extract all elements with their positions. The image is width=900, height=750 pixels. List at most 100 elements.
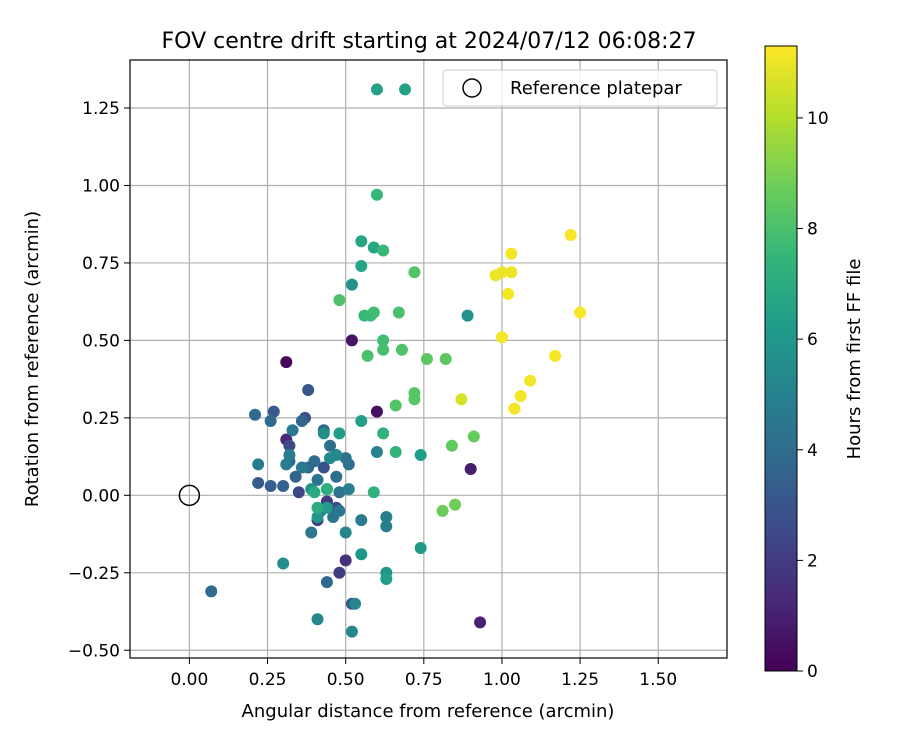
x-tick-label: 0.50	[327, 670, 365, 690]
data-point	[286, 424, 299, 437]
colorbar-gradient	[764, 45, 798, 672]
grid-lines	[130, 60, 727, 658]
data-point	[380, 511, 393, 524]
data-point	[455, 393, 468, 406]
legend-reference-icon	[462, 78, 482, 98]
data-point	[389, 445, 402, 458]
colorbar-tick-label: 10	[807, 109, 829, 129]
data-point	[474, 616, 487, 629]
data-point	[355, 235, 368, 248]
data-point	[564, 229, 577, 242]
colorbar-label: Hours from first FF file	[844, 259, 865, 460]
data-point	[342, 483, 355, 496]
data-point	[505, 247, 518, 260]
data-point	[280, 356, 293, 369]
data-point	[389, 399, 402, 412]
data-point	[277, 480, 290, 493]
data-point	[289, 470, 302, 483]
data-point	[355, 548, 368, 561]
data-point	[370, 445, 383, 458]
chart-title: FOV centre drift starting at 2024/07/12 …	[162, 29, 697, 54]
data-point	[205, 585, 218, 598]
data-point	[445, 439, 458, 452]
colorbar-ticks: 0 2 4 6 8 10	[797, 109, 829, 682]
colorbar-tick-label: 0	[807, 662, 818, 682]
plot-frame	[129, 59, 728, 659]
data-point	[320, 483, 333, 496]
data-point	[467, 430, 480, 443]
x-axis-ticks: 0.00 0.25 0.50 0.75 1.00 1.25 1.50	[170, 658, 677, 690]
reference-marker-group	[178, 484, 201, 507]
colorbar: 0 2 4 6 8 10 Hours from first FF file	[764, 45, 865, 682]
data-point	[574, 306, 587, 319]
data-point	[252, 458, 265, 471]
data-point	[355, 260, 368, 273]
legend-entry-label: Reference platepar	[510, 78, 682, 99]
data-point	[377, 334, 390, 347]
data-point	[311, 511, 324, 524]
y-tick-label: −0.50	[68, 641, 120, 661]
data-point	[249, 408, 262, 421]
data-point	[495, 266, 508, 279]
data-point	[399, 83, 412, 96]
data-point	[420, 353, 433, 365]
data-point	[449, 498, 462, 511]
y-axis-label: Rotation from reference (arcmin)	[22, 211, 43, 507]
x-tick-label: 0.25	[249, 670, 287, 690]
data-point	[377, 427, 390, 440]
colorbar-tick-label: 4	[807, 441, 818, 461]
y-tick-label: 0.50	[82, 331, 120, 351]
data-point	[367, 241, 380, 254]
data-point	[277, 557, 290, 570]
data-point	[292, 486, 305, 499]
data-point	[370, 188, 383, 201]
y-tick-label: 0.00	[82, 486, 120, 506]
data-point	[370, 83, 383, 96]
data-points	[205, 83, 587, 638]
data-point	[305, 526, 318, 539]
data-point	[414, 542, 427, 555]
data-point	[367, 486, 380, 499]
data-point	[380, 572, 393, 585]
data-point	[495, 331, 508, 344]
data-point	[505, 266, 518, 279]
data-point	[311, 501, 324, 514]
data-point	[333, 427, 346, 440]
data-point	[283, 439, 296, 452]
data-point	[333, 294, 346, 307]
data-point	[295, 414, 308, 427]
data-point	[345, 334, 358, 347]
data-point	[514, 390, 527, 403]
data-point	[377, 343, 390, 356]
data-point	[342, 458, 355, 471]
data-point	[280, 458, 293, 471]
data-point	[320, 501, 333, 514]
y-tick-label: 1.00	[82, 176, 120, 196]
data-point	[395, 343, 408, 356]
data-point	[264, 414, 277, 427]
data-point	[370, 405, 383, 418]
data-point	[436, 504, 449, 517]
colorbar-tick-label: 2	[807, 551, 818, 571]
x-axis-label: Angular distance from reference (arcmin)	[242, 701, 615, 722]
data-point	[295, 461, 308, 474]
data-point	[252, 476, 265, 489]
data-point	[361, 349, 374, 362]
data-point	[283, 449, 296, 462]
data-point	[367, 306, 380, 319]
data-point	[345, 278, 358, 291]
data-point	[324, 452, 337, 465]
data-point	[317, 427, 330, 440]
data-point	[355, 414, 368, 427]
y-axis-ticks: −0.50 −0.25 0.00 0.25 0.50 0.75 1.00 1.25	[68, 99, 130, 661]
data-point	[408, 266, 421, 279]
data-point	[333, 504, 346, 517]
data-point	[355, 514, 368, 527]
y-tick-label: −0.25	[68, 564, 120, 584]
data-point	[324, 439, 337, 452]
data-point	[333, 566, 346, 579]
legend: Reference platepar	[442, 69, 718, 107]
legend-box	[442, 69, 718, 107]
data-point	[267, 405, 280, 418]
